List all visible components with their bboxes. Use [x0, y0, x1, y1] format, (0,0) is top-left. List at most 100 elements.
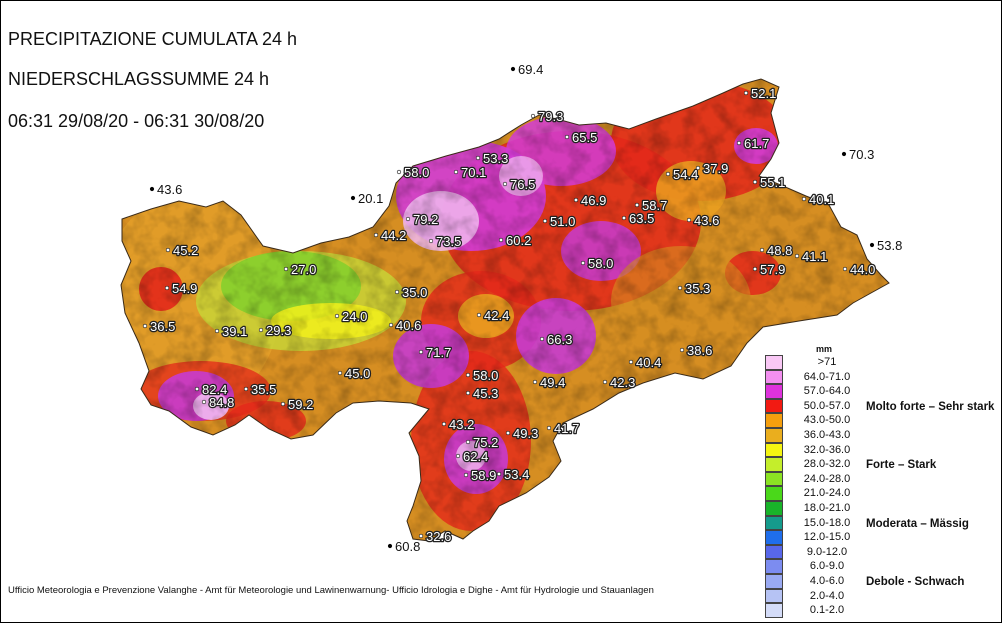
station-marker: 65.5	[564, 129, 599, 146]
station-value-label: 62.4	[463, 449, 488, 464]
station-marker: 48.8	[759, 242, 794, 259]
station-value-label: 55.1	[760, 175, 785, 190]
station-dot	[142, 323, 148, 329]
station-marker: 71.7	[418, 344, 453, 361]
station-value-label: 61.7	[744, 136, 769, 151]
station-marker: 36.5	[142, 318, 177, 335]
station-value-label: 58.0	[588, 256, 613, 271]
legend-label: >71	[817, 356, 837, 368]
station-dot	[283, 266, 289, 272]
station-marker: 40.6	[388, 317, 423, 334]
station-marker: 60.2	[498, 232, 533, 249]
station-dot	[164, 285, 170, 291]
legend-swatch	[765, 355, 783, 370]
station-marker: 79.2	[405, 211, 440, 228]
station-value-label: 82.4	[202, 382, 227, 397]
station-marker: 42.3	[602, 374, 637, 391]
legend-swatch	[765, 471, 783, 487]
station-value-label: 75.2	[473, 435, 498, 450]
station-value-label: 40.1	[809, 192, 834, 207]
station-dot	[505, 430, 511, 436]
station-dot	[280, 401, 286, 407]
station-value-label: 29.3	[266, 323, 291, 338]
station-value-label: 53.4	[504, 467, 529, 482]
station-value-label: 40.6	[396, 318, 421, 333]
station-value-label: 32.6	[426, 529, 451, 544]
legend-swatch	[765, 442, 783, 458]
station-dot	[736, 140, 742, 146]
station-value-label: 43.2	[449, 417, 474, 432]
legend-label: 28.0-32.0	[803, 458, 851, 471]
station-dot	[388, 322, 394, 328]
category-very-strong: Molto forte – Sehr stark	[866, 401, 995, 413]
station-value-label: 65.5	[572, 130, 597, 145]
station-marker: 58.0	[396, 164, 431, 181]
station-value-label: 27.0	[291, 262, 316, 277]
station-dot	[759, 247, 765, 253]
station-value-label: 39.1	[222, 324, 247, 339]
legend-label: 43.0-50.0	[803, 414, 851, 427]
station-dot	[201, 399, 207, 405]
station-value-label: 49.3	[513, 426, 538, 441]
station-marker: 35.3	[677, 280, 712, 297]
station-marker: 46.9	[573, 192, 608, 209]
station-marker: 27.0	[283, 261, 318, 278]
station-dot	[532, 379, 538, 385]
station-value-label: 53.3	[483, 151, 508, 166]
station-value-label: 42.4	[484, 308, 509, 323]
station-marker: 70.1	[453, 164, 488, 181]
station-value-label: 60.2	[506, 233, 531, 248]
station-dot	[530, 113, 536, 119]
station-value-label: 53.8	[877, 238, 902, 253]
station-value-label: 76.5	[510, 177, 535, 192]
legend-label: 32.0-36.0	[803, 443, 851, 456]
station-dot	[165, 247, 171, 253]
station-marker: 66.3	[539, 331, 574, 348]
station-marker: 35.5	[243, 381, 278, 398]
station-layer: 69.4 79.3 52.1 65.5 61.7 70.3 53.3 58.0 70.1 76.5…	[142, 62, 902, 554]
station-dot	[794, 253, 800, 259]
legend-label: 2.0-4.0	[809, 589, 845, 602]
station-marker: 73.5	[428, 233, 463, 250]
station-value-label: 24.0	[342, 309, 367, 324]
station-dot	[841, 151, 847, 157]
station-value-label: 37.9	[703, 161, 728, 176]
station-value-label: 79.3	[538, 109, 563, 124]
station-dot	[396, 169, 402, 175]
station-value-label: 40.4	[636, 355, 661, 370]
legend-label: 12.0-15.0	[803, 531, 851, 544]
legend-swatch	[765, 501, 783, 516]
legend-swatch	[765, 588, 783, 604]
station-value-label: 58.7	[642, 198, 667, 213]
legend-label: 24.0-28.0	[803, 472, 851, 485]
station-value-label: 52.1	[751, 86, 776, 101]
station-value-label: 35.0	[402, 285, 427, 300]
region-border	[120, 78, 890, 542]
station-dot	[418, 533, 424, 539]
station-dot	[564, 134, 570, 140]
station-dot	[475, 155, 481, 161]
station-marker: 70.3	[841, 147, 874, 162]
legend-swatch	[765, 486, 783, 501]
station-marker: 43.6	[149, 182, 182, 197]
station-dot	[258, 327, 264, 333]
station-value-label: 73.5	[436, 234, 461, 249]
station-marker: 45.0	[337, 365, 372, 382]
station-marker: 35.0	[394, 284, 429, 301]
station-dot	[679, 347, 685, 353]
station-marker: 49.4	[532, 374, 567, 391]
station-dot	[634, 202, 640, 208]
station-dot	[743, 90, 749, 96]
station-dot	[337, 370, 343, 376]
category-strong: Forte – Stark	[866, 459, 937, 471]
station-dot	[373, 232, 379, 238]
station-dot	[665, 171, 671, 177]
station-value-label: 41.1	[802, 249, 827, 264]
legend-swatch	[765, 544, 783, 560]
station-value-label: 43.6	[157, 182, 182, 197]
station-marker: 54.9	[164, 280, 199, 297]
station-dot	[350, 195, 356, 201]
station-dot	[628, 359, 634, 365]
station-marker: 54.4	[665, 166, 700, 183]
